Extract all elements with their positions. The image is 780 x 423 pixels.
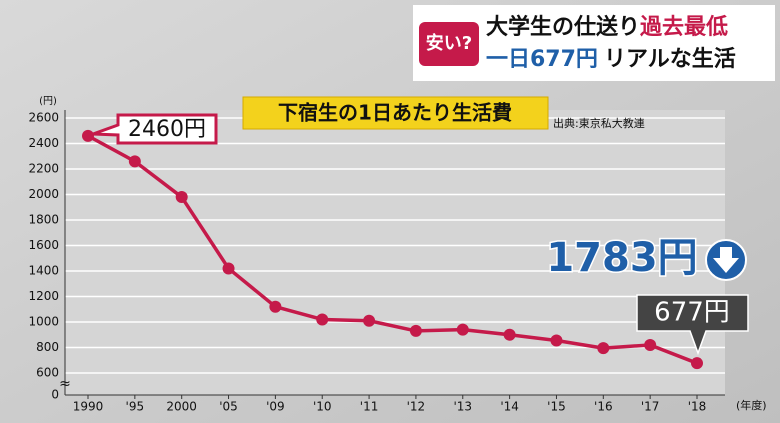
x-tick-label: 1990 <box>73 400 104 414</box>
x-tick-label: '05 <box>219 400 238 414</box>
y-axis-unit: (円) <box>39 96 57 107</box>
x-tick-label: '16 <box>594 400 613 414</box>
x-tick-label: '10 <box>313 400 332 414</box>
axis-break: ≈ <box>59 376 71 392</box>
x-tick-label: '14 <box>500 400 519 414</box>
data-point <box>269 300 282 313</box>
data-point <box>597 342 610 355</box>
data-point <box>644 338 657 351</box>
headline-text: 大学生の仕送り <box>486 14 640 40</box>
headline-text: リアルな生活 <box>604 47 736 72</box>
data-point <box>128 155 141 168</box>
data-point <box>691 357 703 370</box>
x-tick-label: '12 <box>407 400 426 414</box>
down-arrow <box>713 247 739 273</box>
highlight-label: 1783円 <box>546 235 697 281</box>
chart-title: 下宿生の1日あたり生活費 <box>278 101 512 125</box>
x-tick-label: '13 <box>453 400 472 414</box>
y-tick-label: 600 <box>36 366 59 380</box>
y-tick-label: 1000 <box>28 315 59 329</box>
headline-highlight: 一日677円 <box>486 47 598 72</box>
y-tick-label: 800 <box>36 340 59 354</box>
title-box <box>242 96 549 130</box>
y-tick-label: 1600 <box>28 238 59 252</box>
x-tick-label: '11 <box>360 400 379 414</box>
data-point <box>550 334 563 347</box>
headline-2: 一日677円 リアルな生活 <box>486 47 736 72</box>
y-tick-label: 1200 <box>28 289 59 303</box>
y-tick-label: 0 <box>51 388 59 402</box>
end-label: 677円 <box>654 298 730 328</box>
data-point <box>175 191 188 204</box>
y-tick-label: 1400 <box>28 264 59 278</box>
data-line <box>87 134 698 365</box>
x-tick-label: '17 <box>641 400 660 414</box>
y-tick-label: 1800 <box>28 213 59 227</box>
start-callout <box>92 113 218 145</box>
source: 出典:東京私大教連 <box>553 116 645 130</box>
x-tick-label: 2000 <box>166 400 197 414</box>
start-label: 2460円 <box>128 117 206 142</box>
headline-1: 大学生の仕送り過去最低 <box>486 14 728 40</box>
data-point <box>409 324 422 337</box>
data-point <box>316 313 329 326</box>
data-point <box>363 314 376 327</box>
x-tick-label: '18 <box>688 400 707 414</box>
data-point <box>456 323 469 336</box>
badge-text: 安い? <box>426 32 472 54</box>
x-tick-label: '09 <box>266 400 285 414</box>
x-axis-unit: (年度) <box>736 398 767 412</box>
x-tick-label: '95 <box>126 400 145 414</box>
data-point <box>503 328 516 341</box>
y-tick-label: 2600 <box>28 111 59 125</box>
end-callout <box>636 294 749 356</box>
headline-highlight: 過去最低 <box>640 14 728 40</box>
x-tick-label: '15 <box>547 400 566 414</box>
y-tick-label: 2200 <box>28 162 59 176</box>
y-tick-label: 2000 <box>28 187 59 201</box>
badge <box>419 22 479 66</box>
data-point <box>82 129 94 142</box>
y-tick-label: 2400 <box>28 136 59 150</box>
data-point <box>222 262 235 275</box>
